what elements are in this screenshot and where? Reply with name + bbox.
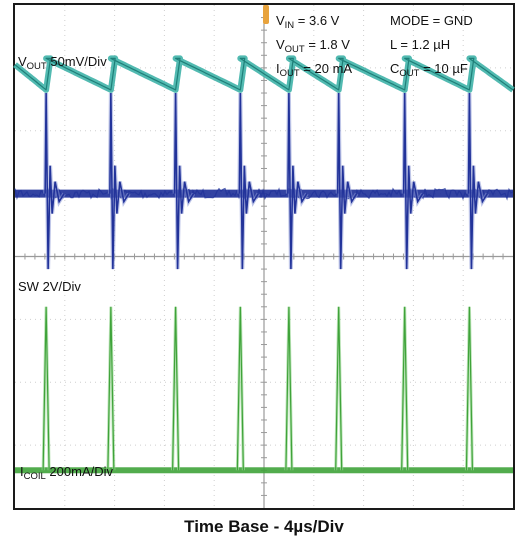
vout-trace-core <box>14 57 514 91</box>
sw-channel-label: SW 2V/Div <box>18 279 81 294</box>
iout-condition: IOUT = 20 mA <box>276 61 352 79</box>
time-base-label: Time Base - 4µs/Div <box>184 517 344 536</box>
icoil-pulse <box>465 306 474 471</box>
vout-channel-label: VOUT 50mV/Div <box>18 54 107 72</box>
trigger-marker <box>263 5 269 24</box>
icoil-trace-baseline <box>15 467 513 474</box>
mode-condition: MODE = GND <box>390 13 473 28</box>
sw-spike <box>402 93 424 270</box>
sw-spike <box>467 93 489 270</box>
icoil-pulse <box>236 306 244 471</box>
sw-spike <box>238 93 260 270</box>
icoil-channel-label: ICOIL 200mA/Div <box>20 464 114 482</box>
cout-condition: COUT = 10 µF <box>390 61 468 79</box>
sw-trace-noise <box>14 186 514 201</box>
sw-spike <box>336 93 358 270</box>
vin-condition: VIN = 3.6 V <box>276 13 340 31</box>
sw-spike <box>109 93 130 270</box>
sw-spike <box>173 93 195 270</box>
inductance-condition: L = 1.2 µH <box>390 37 450 52</box>
sw-spike <box>287 93 308 270</box>
icoil-pulse <box>335 306 343 471</box>
icoil-pulse <box>172 306 180 471</box>
icoil-pulse <box>42 306 50 471</box>
vout-condition: VOUT = 1.8 V <box>276 37 350 55</box>
icoil-pulse <box>401 306 409 471</box>
sw-spike <box>44 93 65 270</box>
icoil-pulse <box>107 306 115 471</box>
icoil-pulse <box>285 306 293 471</box>
traces <box>13 55 515 474</box>
oscilloscope-plot: VOUT 50mV/Div SW 2V/Div ICOIL 200mA/Div … <box>13 3 515 510</box>
